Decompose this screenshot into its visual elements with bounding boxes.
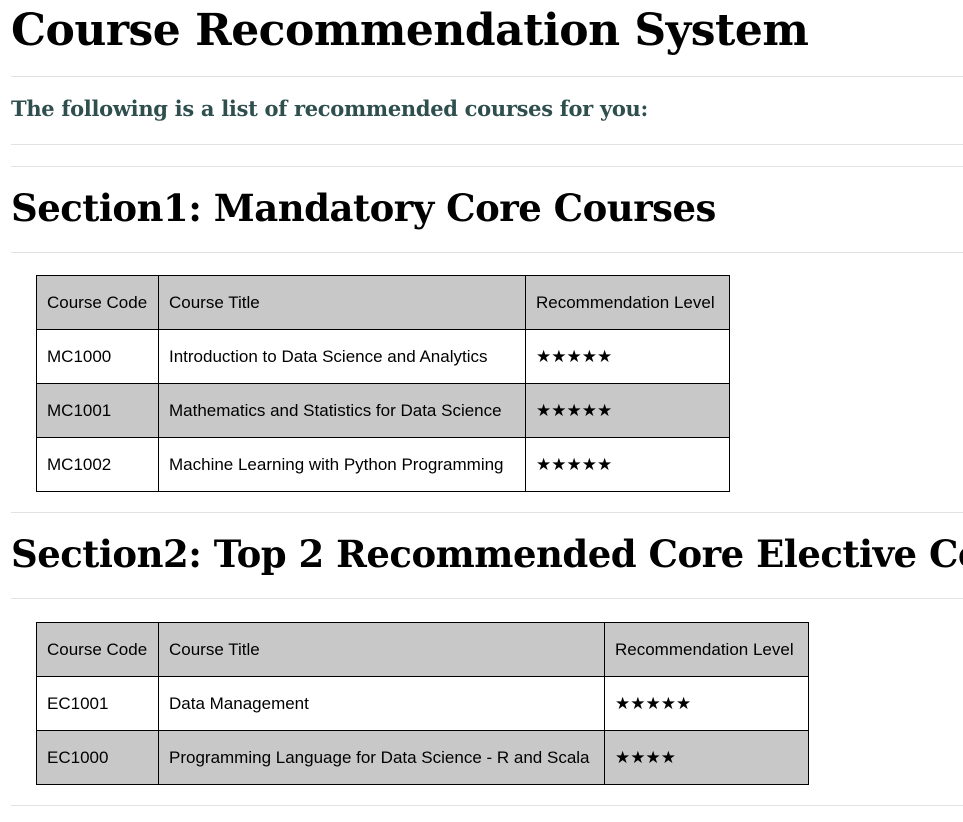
course-code: EC1000 bbox=[36, 730, 159, 785]
table-row: MC1000 Introduction to Data Science and A… bbox=[36, 329, 730, 384]
column-header: Course Code bbox=[36, 275, 159, 330]
course-title: Mathematics and Statistics for Data Scie… bbox=[158, 383, 526, 438]
course-title: Programming Language for Data Science - … bbox=[158, 730, 605, 785]
divider bbox=[11, 512, 963, 513]
column-header: Recommendation Level bbox=[525, 275, 730, 330]
divider bbox=[11, 166, 963, 167]
course-table: Course Code Course Title Recommendation Le… bbox=[36, 275, 730, 492]
course-code: MC1002 bbox=[36, 437, 159, 492]
course-title: Introduction to Data Science and Analyti… bbox=[158, 329, 526, 384]
recommendation-level: ★★★★★ bbox=[604, 676, 809, 731]
column-header: Recommendation Level bbox=[604, 622, 809, 677]
section-heading: Section2: Top 2 Recommended Core Electiv… bbox=[11, 532, 963, 576]
table-row: Course Code Course Title Recommendation Le… bbox=[36, 622, 809, 677]
recommendation-level: ★★★★★ bbox=[525, 329, 730, 384]
divider bbox=[11, 598, 963, 599]
table-row: MC1001 Mathematics and Statistics for Dat… bbox=[36, 383, 730, 438]
table-row: MC1002 Machine Learning with Python Progr… bbox=[36, 437, 730, 492]
table-row: EC1000 Programming Language for Data Scie… bbox=[36, 730, 809, 785]
page-title: Course Recommendation System bbox=[11, 5, 809, 56]
recommendation-level: ★★★★★ bbox=[525, 437, 730, 492]
section-heading: Section1: Mandatory Core Courses bbox=[11, 186, 716, 230]
course-table: Course Code Course Title Recommendation Le… bbox=[36, 622, 809, 785]
divider bbox=[11, 805, 963, 806]
recommendation-level: ★★★★ bbox=[604, 730, 809, 785]
column-header: Course Code bbox=[36, 622, 159, 677]
course-title: Machine Learning with Python Programming bbox=[158, 437, 526, 492]
subtitle: The following is a list of recommended c… bbox=[11, 96, 648, 121]
divider bbox=[11, 76, 963, 77]
table-row: Course Code Course Title Recommendation Le… bbox=[36, 275, 730, 330]
course-code: MC1001 bbox=[36, 383, 159, 438]
divider bbox=[11, 144, 963, 145]
divider bbox=[11, 252, 963, 253]
course-title: Data Management bbox=[158, 676, 605, 731]
recommendation-level: ★★★★★ bbox=[525, 383, 730, 438]
column-header: Course Title bbox=[158, 275, 526, 330]
course-code: MC1000 bbox=[36, 329, 159, 384]
table-row: EC1001 Data Management ★★★★★ bbox=[36, 676, 809, 731]
course-code: EC1001 bbox=[36, 676, 159, 731]
column-header: Course Title bbox=[158, 622, 605, 677]
